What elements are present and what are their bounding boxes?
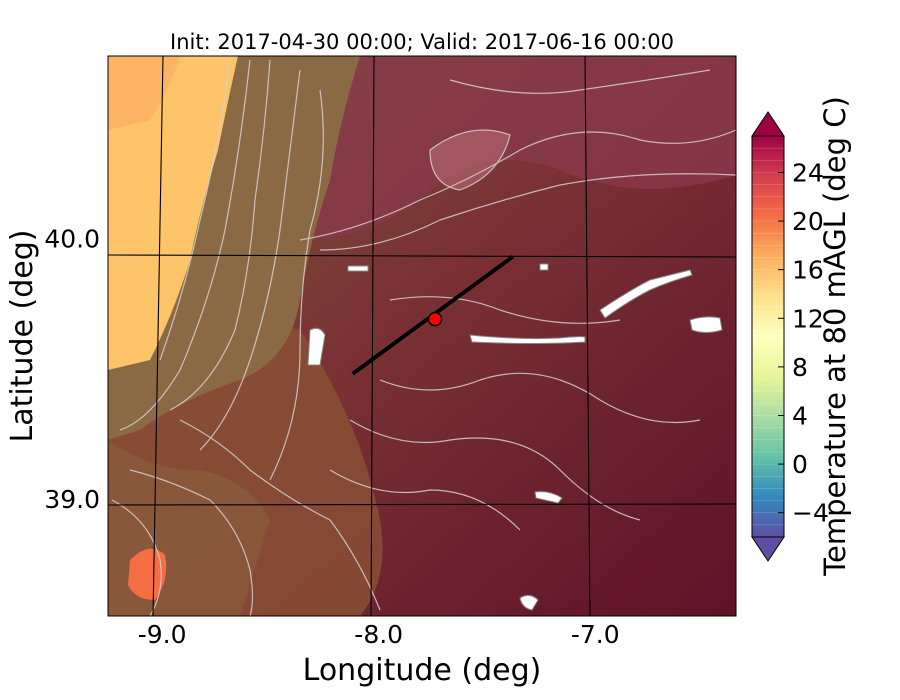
x-axis-label: Longitude (deg) bbox=[303, 653, 542, 688]
colorbar-extend-top bbox=[751, 111, 785, 137]
ocean-region bbox=[108, 56, 238, 370]
site-marker bbox=[427, 311, 443, 327]
colorbar-tick-label: 24 bbox=[792, 158, 824, 187]
southwest-hot-spot bbox=[128, 548, 167, 600]
ocean-patch-north bbox=[108, 56, 180, 130]
axes-layer: -9.0 -8.0 -7.0 39.0 40.0 Longitude (deg) Latit… bbox=[5, 224, 620, 688]
colorbar-tick-label: −4 bbox=[792, 499, 829, 528]
graticule bbox=[108, 56, 736, 616]
y-tick-label: 39.0 bbox=[44, 485, 100, 514]
contour-lines bbox=[111, 59, 736, 616]
colorbar-tick-label: 16 bbox=[792, 256, 824, 285]
x-tick-label: -8.0 bbox=[354, 620, 403, 649]
coastal-plain bbox=[108, 56, 360, 440]
colorbar-tick-label: 0 bbox=[792, 450, 808, 479]
plot-frame bbox=[107, 55, 737, 617]
x-tick-label: -9.0 bbox=[138, 620, 187, 649]
colorbar-extend-bottom bbox=[751, 536, 785, 562]
chart-title: Init: 2017-04-30 00:00; Valid: 2017-06-1… bbox=[170, 30, 674, 54]
colorbar-tick-label: 20 bbox=[792, 207, 824, 236]
colorbar-tick-label: 4 bbox=[792, 401, 808, 430]
overlay-layer bbox=[351, 254, 515, 376]
masked-terrain-patches bbox=[307, 263, 723, 611]
colorbar: −4 0 4 8 12 16 20 24 Temperature at 80 mAGL (de… bbox=[751, 96, 852, 577]
northeast-cool-band bbox=[300, 56, 736, 240]
northeast-ridge bbox=[430, 130, 510, 190]
colorbar-label: Temperature at 80 mAGL (deg C) bbox=[818, 96, 852, 577]
y-tick-label: 40.0 bbox=[44, 224, 100, 253]
map-plot-area bbox=[108, 56, 736, 616]
y-axis-label: Latitude (deg) bbox=[5, 230, 40, 443]
colorbar-ticks: −4 0 4 8 12 16 20 24 bbox=[752, 147, 829, 528]
colorbar-tick-label: 12 bbox=[792, 304, 824, 333]
colorbar-tick-label: 8 bbox=[792, 353, 808, 382]
colorbar-body bbox=[751, 135, 785, 538]
x-tick-label: -7.0 bbox=[571, 620, 620, 649]
